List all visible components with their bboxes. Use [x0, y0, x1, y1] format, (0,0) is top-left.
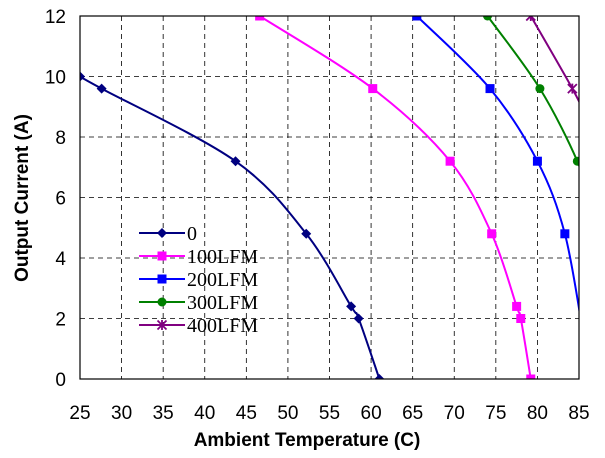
x-tick-label: 45	[236, 403, 257, 424]
data-point	[353, 313, 364, 324]
legend-marker	[157, 297, 167, 307]
y-tick-label: 4	[55, 249, 66, 270]
data-point	[532, 156, 542, 166]
x-tick-label: 85	[568, 403, 589, 424]
x-tick-label: 50	[277, 403, 298, 424]
x-tick-label: 80	[527, 403, 548, 424]
x-tick-label: 35	[153, 403, 174, 424]
x-tick-label: 75	[485, 403, 506, 424]
x-tick-label: 60	[361, 403, 382, 424]
x-tick-label: 65	[402, 403, 423, 424]
data-point	[483, 16, 493, 21]
x-tick-label: 30	[111, 403, 132, 424]
series-400LFM	[525, 16, 579, 104]
legend-marker	[157, 228, 167, 238]
data-point	[412, 16, 422, 21]
data-point	[516, 314, 526, 323]
series-line	[486, 16, 579, 169]
series-200LFM	[412, 16, 579, 315]
data-point	[567, 83, 578, 94]
data-point	[487, 229, 497, 239]
legend-label: 100LFM	[187, 246, 258, 268]
series-group	[80, 16, 579, 379]
data-point	[572, 156, 579, 166]
legend-marker	[157, 274, 167, 284]
x-tick-label: 55	[319, 403, 340, 424]
data-point	[560, 229, 570, 239]
data-point	[535, 84, 545, 94]
y-tick-label: 12	[45, 7, 66, 28]
x-tick-label: 40	[194, 403, 215, 424]
x-axis-title: Ambient Temperature (C)	[194, 430, 421, 451]
series-0	[80, 71, 385, 379]
data-point	[374, 374, 385, 379]
data-point	[512, 301, 522, 311]
legend-label: 0	[187, 223, 197, 245]
data-point	[346, 301, 357, 312]
data-point	[445, 156, 455, 166]
data-point	[368, 84, 378, 94]
y-axis-title: Output Current (A)	[12, 114, 33, 282]
data-point	[526, 374, 536, 379]
legend-marker	[156, 319, 168, 331]
series-100LFM	[255, 16, 536, 379]
x-tick-label: 25	[69, 403, 90, 424]
y-tick-label: 2	[55, 310, 66, 331]
legend-label: 400LFM	[187, 315, 258, 337]
y-tick-label: 8	[55, 128, 66, 149]
x-tick-label: 70	[444, 403, 465, 424]
data-point	[301, 228, 312, 239]
grid	[80, 16, 579, 379]
legend-label: 200LFM	[187, 269, 258, 291]
data-point	[80, 71, 85, 82]
y-tick-label: 10	[45, 68, 66, 89]
plot-frame	[79, 15, 580, 380]
legend-marker	[157, 251, 167, 261]
data-point	[525, 16, 536, 22]
data-point	[255, 16, 265, 21]
y-tick-label: 6	[55, 189, 66, 210]
data-point	[96, 83, 107, 94]
y-tick-labels: 0 2 4 6 8 10 12	[45, 7, 67, 391]
y-tick-label: 0	[55, 370, 66, 391]
legend-label: 300LFM	[187, 292, 258, 314]
x-tick-labels: 25 30 35 40 45 50 55 60 65 70 75 80 85	[69, 403, 589, 424]
data-point	[485, 84, 495, 94]
data-point	[230, 156, 241, 167]
series-300LFM	[483, 16, 579, 169]
